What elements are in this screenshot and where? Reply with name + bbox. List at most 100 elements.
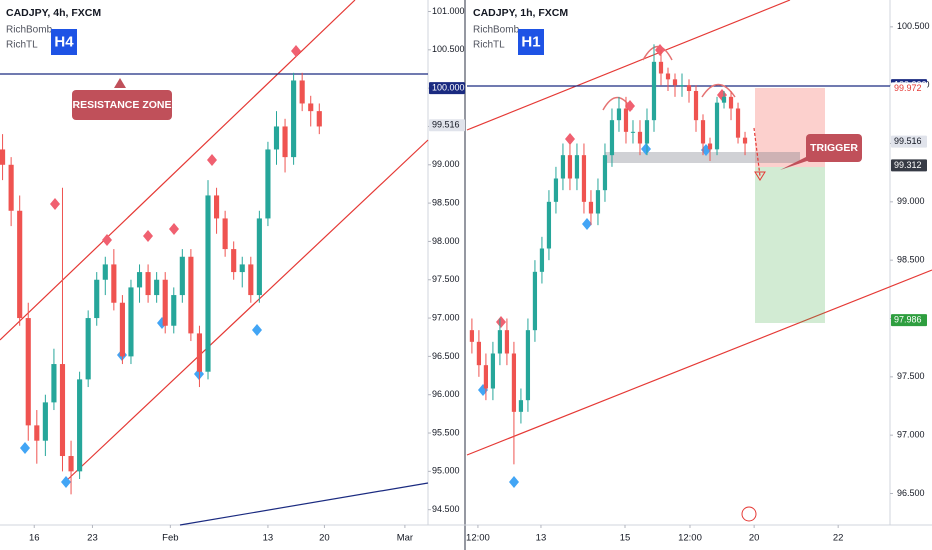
candle-body	[532, 271, 538, 331]
x-tick-label: Feb	[162, 533, 178, 544]
price-label-box	[891, 82, 927, 95]
y-tick-label: 100.500	[897, 21, 930, 31]
y-tick-label: 97.000	[897, 430, 925, 440]
y-tick-label: 98.500	[897, 255, 925, 265]
y-tick-label: 95.000	[432, 466, 460, 476]
x-tick-label: 13	[536, 533, 547, 544]
candle-body	[693, 91, 699, 121]
candle-body	[560, 155, 566, 179]
y-tick-label: 97.500	[897, 371, 925, 381]
channel-line	[64, 139, 429, 483]
price-label-box	[891, 314, 927, 327]
candle-body	[51, 364, 57, 403]
arrow-head	[754, 171, 766, 181]
y-tick-label: 96.000	[432, 389, 460, 399]
candle-body	[239, 264, 245, 273]
candle-body	[728, 96, 734, 109]
annotation-box	[806, 134, 862, 162]
x-tick-label: 22	[833, 533, 844, 544]
price-label: 100.000	[432, 83, 465, 93]
candle-body	[111, 264, 117, 303]
price-label-box	[891, 135, 927, 148]
candle-body	[616, 108, 622, 121]
indicator: RichBomb	[473, 25, 520, 36]
candle-body	[0, 149, 6, 165]
candle-body	[539, 248, 545, 272]
candle-body	[196, 333, 203, 372]
arrow	[780, 155, 810, 170]
x-tick-label: Mar	[397, 533, 413, 544]
candle-body	[231, 249, 237, 273]
candle-body	[511, 353, 517, 412]
price-label: 99.516	[432, 120, 460, 130]
price-label: 99.516	[894, 136, 922, 146]
candle-body	[623, 108, 629, 132]
candle-body	[714, 102, 720, 150]
candle-body	[308, 103, 314, 112]
candle-body	[214, 195, 220, 219]
candle-body	[119, 302, 125, 357]
candle-body	[179, 256, 185, 296]
candle-body	[188, 256, 194, 334]
y-tick-label: 101.000	[432, 6, 465, 16]
candle-body	[316, 111, 322, 127]
candle-body	[588, 201, 594, 214]
candle-body	[490, 353, 496, 389]
y-tick-label: 98.000	[432, 236, 460, 246]
neckline-zone	[605, 152, 800, 163]
candle-body	[581, 155, 587, 202]
candle-body	[476, 341, 482, 366]
candle-body	[665, 73, 671, 80]
candle-body	[102, 264, 108, 280]
candle-body	[546, 201, 552, 249]
y-tick-label: 99.000	[432, 159, 460, 169]
price-label: 97.986	[894, 315, 922, 325]
price-label-box	[429, 119, 465, 132]
candle-body	[525, 330, 531, 401]
y-tick-label: 94.500	[432, 504, 460, 514]
trend-line	[179, 482, 429, 526]
y-tick-label: 99.000	[897, 196, 925, 206]
candle-body	[17, 210, 23, 319]
indicator: RichTL	[473, 40, 505, 51]
target-zone	[755, 167, 825, 323]
x-tick-label: 12:00	[678, 533, 702, 544]
candle-body	[553, 178, 559, 202]
candle-body	[299, 80, 305, 104]
candle-body	[742, 137, 748, 144]
candle-body	[222, 218, 228, 250]
x-tick-label: 20	[749, 533, 760, 544]
candle-body	[602, 155, 608, 191]
candle-body	[273, 126, 280, 150]
x-tick-label: 23	[87, 533, 98, 544]
badge-box	[518, 29, 544, 55]
candle-body	[672, 79, 678, 86]
y-tick-label: 100.500	[432, 44, 465, 54]
candle-body	[609, 120, 615, 156]
candle-body	[145, 272, 151, 296]
y-tick-label: 95.500	[432, 427, 460, 437]
candle-body	[171, 295, 177, 326]
candle-body	[679, 85, 685, 87]
candle-body	[644, 120, 650, 144]
candle-body	[282, 126, 288, 158]
indicator: RichBomb	[6, 25, 53, 36]
price-label: 99.972	[894, 83, 922, 93]
candle-body	[707, 143, 713, 150]
candle-body	[154, 279, 160, 296]
indicator: RichTL	[6, 40, 38, 51]
arrow	[753, 127, 761, 177]
candle-body	[735, 108, 741, 138]
candle-body	[85, 318, 91, 380]
candle-body	[248, 264, 254, 296]
candle-body	[291, 80, 297, 158]
annotation: RESISTANCE ZONE	[73, 99, 172, 111]
badge: H4	[54, 33, 74, 50]
candle-body	[256, 218, 262, 296]
annotation: TRIGGER	[810, 142, 858, 154]
candle-body	[162, 279, 168, 326]
price-label-box	[429, 82, 465, 95]
candle-body	[483, 365, 489, 389]
candle-body	[136, 272, 143, 288]
